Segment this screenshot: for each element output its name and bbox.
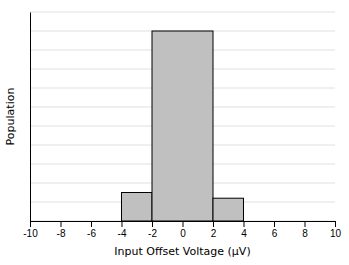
x-tick-mark	[183, 221, 184, 227]
x-tick-mark	[61, 221, 62, 227]
x-tick-label: 6	[272, 228, 278, 239]
x-tick-mark	[274, 221, 275, 227]
bar	[152, 31, 213, 221]
x-tick-label: -8	[57, 228, 66, 239]
x-axis: -10 -8 -6 -4 -2 0 2 4 6 8 10	[23, 221, 341, 239]
x-tick: 10	[330, 221, 342, 239]
y-axis-line	[30, 13, 31, 222]
x-tick-mark	[244, 221, 245, 227]
x-tick: -4	[118, 221, 127, 239]
x-tick: 0	[180, 221, 186, 239]
x-tick-label: 8	[302, 228, 308, 239]
x-tick: -10	[23, 221, 38, 239]
x-tick-mark	[122, 221, 123, 227]
x-tick-label: -2	[148, 228, 157, 239]
x-tick-label: -4	[118, 228, 127, 239]
x-tick-mark	[91, 221, 92, 227]
x-tick-label: 0	[180, 228, 186, 239]
grid-line	[30, 12, 335, 13]
x-tick: -8	[57, 221, 66, 239]
x-tick-label: -10	[23, 228, 38, 239]
bars	[122, 31, 244, 221]
x-tick-label: 2	[211, 228, 217, 239]
x-tick: 2	[211, 221, 217, 239]
x-tick-mark	[213, 221, 214, 227]
x-axis-title: Input Offset Voltage (μV)	[114, 245, 250, 258]
x-tick: 4	[241, 221, 247, 239]
x-tick-mark	[335, 221, 336, 227]
bar	[213, 198, 244, 221]
y-axis-title: Population	[4, 88, 17, 146]
chart: -10 -8 -6 -4 -2 0 2 4 6 8 10 Input Offset Voltage (…	[0, 0, 349, 265]
grid	[30, 12, 335, 221]
x-tick-mark	[305, 221, 306, 227]
x-tick-mark	[30, 221, 31, 227]
x-tick: -6	[87, 221, 96, 239]
x-tick: 8	[302, 221, 308, 239]
y-axis	[30, 13, 32, 222]
plot: -10 -8 -6 -4 -2 0 2 4 6 8 10	[23, 12, 341, 239]
x-tick: -2	[148, 221, 157, 239]
x-tick-label: -6	[87, 228, 96, 239]
x-tick-label: 4	[241, 228, 247, 239]
x-tick-label: 10	[330, 228, 342, 239]
x-axis-line	[31, 222, 336, 228]
x-tick: 6	[272, 221, 278, 239]
bar	[122, 193, 153, 222]
x-tick-mark	[152, 221, 153, 227]
